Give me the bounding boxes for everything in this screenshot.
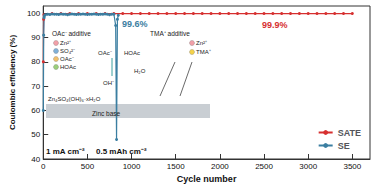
svg-text:100: 100 <box>27 9 41 18</box>
svg-text:OAc⁻: OAc⁻ <box>98 50 112 56</box>
svg-text:HOAc: HOAc <box>60 64 76 70</box>
svg-text:TMA⁺ additive: TMA⁺ additive <box>150 30 190 37</box>
svg-text:3500: 3500 <box>343 162 361 171</box>
svg-text:70: 70 <box>31 82 40 91</box>
svg-text:99.9%: 99.9% <box>262 20 288 30</box>
svg-text:50: 50 <box>31 130 40 139</box>
svg-text:Zinc base: Zinc base <box>92 110 121 117</box>
svg-text:1000: 1000 <box>123 162 141 171</box>
svg-text:500: 500 <box>81 162 95 171</box>
svg-text:Cycle number: Cycle number <box>177 174 237 184</box>
svg-text:2500: 2500 <box>255 162 273 171</box>
svg-text:HOAc: HOAc <box>124 50 140 56</box>
svg-text:SO₄²⁻: SO₄²⁻ <box>60 48 75 54</box>
svg-text:TMA⁺: TMA⁺ <box>196 49 211 55</box>
svg-text:H₂O: H₂O <box>134 68 146 74</box>
svg-text:Zn²⁺: Zn²⁺ <box>60 40 71 46</box>
svg-text:1500: 1500 <box>167 162 185 171</box>
svg-text:OAc⁻ additive: OAc⁻ additive <box>52 30 91 37</box>
svg-text:SATE: SATE <box>338 128 361 138</box>
svg-text:40: 40 <box>31 155 40 164</box>
svg-text:90: 90 <box>31 33 40 42</box>
svg-text:3000: 3000 <box>299 162 317 171</box>
svg-text:99.6%: 99.6% <box>122 19 148 29</box>
svg-text:OAc⁻: OAc⁻ <box>60 56 74 62</box>
svg-text:OH⁻: OH⁻ <box>103 80 114 86</box>
svg-text:0: 0 <box>41 162 46 171</box>
svg-text:60: 60 <box>31 106 40 115</box>
svg-text:SE: SE <box>338 141 350 151</box>
svg-text:Coulombic efficiency (%): Coulombic efficiency (%) <box>8 35 17 130</box>
svg-text:2000: 2000 <box>211 162 229 171</box>
svg-text:Zn²⁺: Zn²⁺ <box>196 40 207 46</box>
svg-text:Zn₄SO₄(OH)₆·xH₂O: Zn₄SO₄(OH)₆·xH₂O <box>48 96 101 102</box>
svg-text:1 mA cm⁻²: 1 mA cm⁻² <box>46 147 85 156</box>
svg-text:0.5 mAh cm⁻²: 0.5 mAh cm⁻² <box>96 147 147 156</box>
svg-text:80: 80 <box>31 57 40 66</box>
